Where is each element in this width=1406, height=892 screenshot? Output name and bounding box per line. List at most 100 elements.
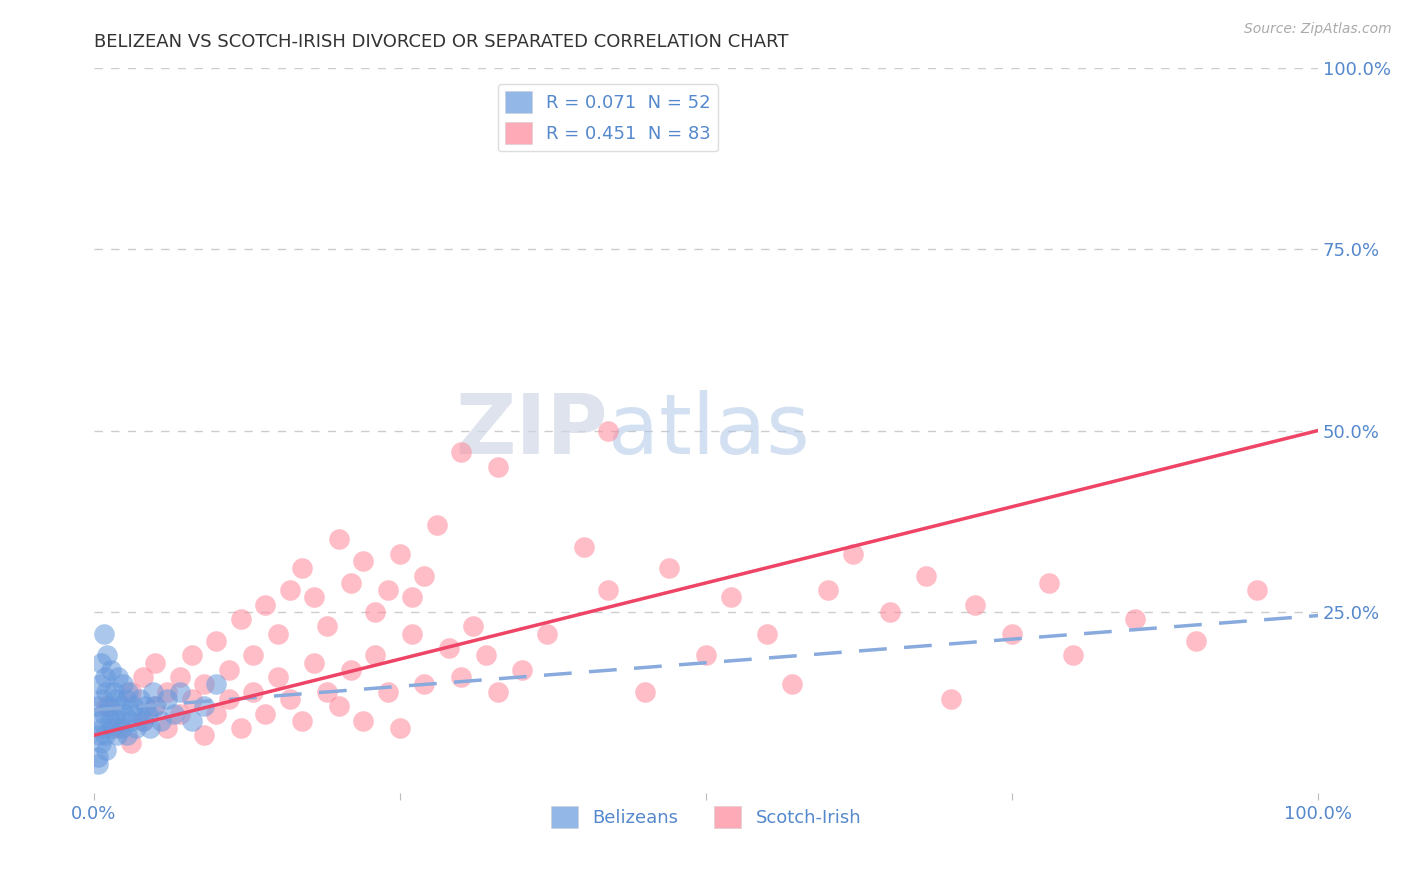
Point <box>91 721 114 735</box>
Point <box>143 656 166 670</box>
Point <box>536 626 558 640</box>
Point <box>401 591 423 605</box>
Point <box>143 699 166 714</box>
Point <box>156 721 179 735</box>
Point <box>104 706 127 721</box>
Point <box>242 685 264 699</box>
Point <box>105 728 128 742</box>
Point <box>193 677 215 691</box>
Point <box>150 714 173 728</box>
Point <box>413 677 436 691</box>
Point <box>93 706 115 721</box>
Point <box>110 699 132 714</box>
Point <box>486 459 509 474</box>
Point <box>939 692 962 706</box>
Point <box>142 685 165 699</box>
Point <box>254 706 277 721</box>
Point <box>377 583 399 598</box>
Point <box>103 685 125 699</box>
Point <box>388 547 411 561</box>
Point <box>695 648 717 663</box>
Point <box>229 721 252 735</box>
Point <box>139 721 162 735</box>
Point <box>634 685 657 699</box>
Legend: Belizeans, Scotch-Irish: Belizeans, Scotch-Irish <box>543 798 869 835</box>
Point <box>90 735 112 749</box>
Point <box>205 677 228 691</box>
Point <box>89 714 111 728</box>
Point <box>291 714 314 728</box>
Point <box>129 692 152 706</box>
Point <box>169 670 191 684</box>
Point <box>112 677 135 691</box>
Point <box>136 706 159 721</box>
Point <box>94 728 117 742</box>
Point <box>156 692 179 706</box>
Point <box>218 663 240 677</box>
Point <box>94 670 117 684</box>
Point <box>132 714 155 728</box>
Text: BELIZEAN VS SCOTCH-IRISH DIVORCED OR SEPARATED CORRELATION CHART: BELIZEAN VS SCOTCH-IRISH DIVORCED OR SEP… <box>94 33 789 51</box>
Point <box>842 547 865 561</box>
Point <box>756 626 779 640</box>
Point <box>127 706 149 721</box>
Point <box>304 656 326 670</box>
Point <box>89 677 111 691</box>
Point <box>426 517 449 532</box>
Point <box>193 728 215 742</box>
Point <box>352 554 374 568</box>
Point <box>218 692 240 706</box>
Point <box>915 568 938 582</box>
Point <box>437 641 460 656</box>
Point <box>388 721 411 735</box>
Point <box>114 706 136 721</box>
Point <box>90 656 112 670</box>
Point <box>598 583 620 598</box>
Point <box>1246 583 1268 598</box>
Point <box>328 699 350 714</box>
Point <box>96 685 118 699</box>
Point <box>86 699 108 714</box>
Point <box>512 663 534 677</box>
Point <box>352 714 374 728</box>
Point <box>364 648 387 663</box>
Point <box>278 583 301 598</box>
Point <box>100 663 122 677</box>
Point <box>266 626 288 640</box>
Point <box>486 685 509 699</box>
Point <box>315 619 337 633</box>
Point <box>598 424 620 438</box>
Point <box>93 626 115 640</box>
Point <box>124 721 146 735</box>
Point <box>1062 648 1084 663</box>
Point <box>291 561 314 575</box>
Point <box>720 591 742 605</box>
Point <box>86 750 108 764</box>
Point <box>401 626 423 640</box>
Point <box>340 575 363 590</box>
Point <box>879 605 901 619</box>
Point <box>156 685 179 699</box>
Point <box>107 670 129 684</box>
Point <box>122 699 145 714</box>
Point <box>1123 612 1146 626</box>
Point <box>278 692 301 706</box>
Point <box>463 619 485 633</box>
Point <box>87 728 110 742</box>
Point <box>1001 626 1024 640</box>
Point <box>304 591 326 605</box>
Point <box>254 598 277 612</box>
Point <box>193 699 215 714</box>
Point <box>364 605 387 619</box>
Point <box>413 568 436 582</box>
Text: atlas: atlas <box>609 390 810 471</box>
Point <box>315 685 337 699</box>
Point <box>450 670 472 684</box>
Point <box>132 670 155 684</box>
Point <box>91 692 114 706</box>
Point <box>229 612 252 626</box>
Point <box>97 699 120 714</box>
Point <box>107 721 129 735</box>
Point <box>205 706 228 721</box>
Point <box>780 677 803 691</box>
